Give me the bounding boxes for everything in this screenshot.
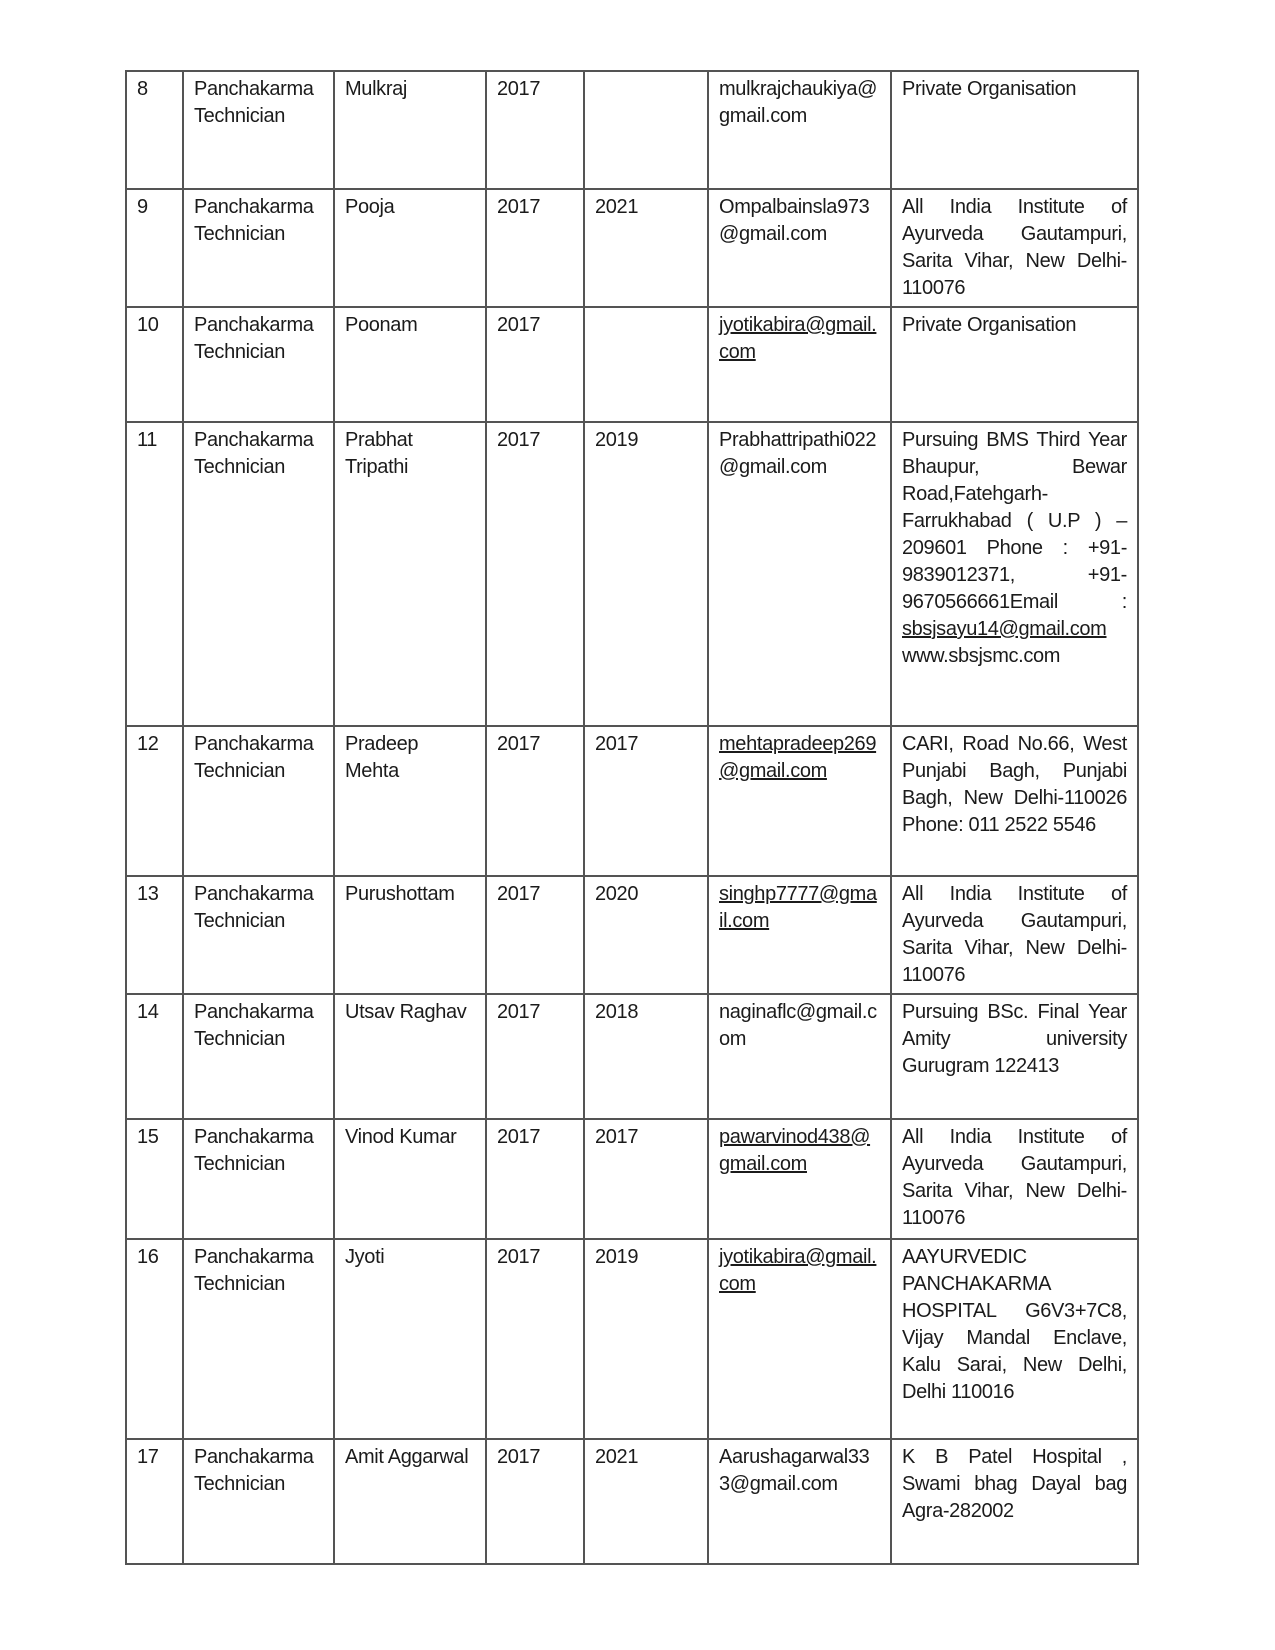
cell-year-joined: 2017 bbox=[485, 875, 585, 995]
organisation-text: K B Patel Hospital , Swami bhag Dayal ba… bbox=[902, 1446, 1127, 1522]
cell-email: mulkrajchaukiya@gmail.com bbox=[707, 70, 892, 190]
cell-year-joined: 2017 bbox=[485, 421, 585, 727]
cell-year-left: 2017 bbox=[583, 1118, 709, 1240]
cell-designation: Panchakarma Technician bbox=[182, 306, 335, 423]
organisation-text: www.sbsjsmc.com bbox=[902, 645, 1061, 667]
cell-designation: Panchakarma Technician bbox=[182, 993, 335, 1120]
cell-serial-number: 12 bbox=[125, 725, 184, 877]
cell-designation: Panchakarma Technician bbox=[182, 70, 335, 190]
cell-serial-number: 17 bbox=[125, 1438, 184, 1565]
cell-name: Mulkraj bbox=[333, 70, 487, 190]
cell-organisation: All India Institute of Ayurveda Gautampu… bbox=[890, 875, 1139, 995]
email-link[interactable]: pawarvinod438@gmail.com bbox=[719, 1126, 871, 1175]
cell-designation: Panchakarma Technician bbox=[182, 1118, 335, 1240]
table-row: 11 Panchakarma Technician Prabhat Tripat… bbox=[125, 421, 1139, 727]
cell-serial-number: 11 bbox=[125, 421, 184, 727]
cell-year-left bbox=[583, 70, 709, 190]
table-row: 10 Panchakarma Technician Poonam 2017 jy… bbox=[125, 306, 1139, 423]
cell-serial-number: 14 bbox=[125, 993, 184, 1120]
cell-name: Amit Aggarwal bbox=[333, 1438, 487, 1565]
cell-designation: Panchakarma Technician bbox=[182, 1438, 335, 1565]
panchakarma-technician-table: 8 Panchakarma Technician Mulkraj 2017 mu… bbox=[125, 70, 1139, 1565]
organisation-text: Private Organisation bbox=[902, 78, 1077, 100]
organisation-text: AAYURVEDIC PANCHAKARMA HOSPITAL G6V3+7C8… bbox=[902, 1246, 1127, 1403]
organisation-text: Pursuing BSc. Final Year Amity universit… bbox=[902, 1001, 1127, 1077]
cell-name: Utsav Raghav bbox=[333, 993, 487, 1120]
cell-designation: Panchakarma Technician bbox=[182, 725, 335, 877]
cell-organisation: K B Patel Hospital , Swami bhag Dayal ba… bbox=[890, 1438, 1139, 1565]
cell-organisation: Pursuing BMS Third Year Bhaupur, Bewar R… bbox=[890, 421, 1139, 727]
cell-name: Vinod Kumar bbox=[333, 1118, 487, 1240]
cell-name: Jyoti bbox=[333, 1238, 487, 1440]
email-link[interactable]: jyotikabira@gmail.com bbox=[719, 314, 877, 363]
cell-serial-number: 13 bbox=[125, 875, 184, 995]
cell-year-joined: 2017 bbox=[485, 993, 585, 1120]
cell-email: mehtapradeep269@gmail.com bbox=[707, 725, 892, 877]
cell-serial-number: 10 bbox=[125, 306, 184, 423]
cell-year-left: 2021 bbox=[583, 188, 709, 308]
cell-organisation: AAYURVEDIC PANCHAKARMA HOSPITAL G6V3+7C8… bbox=[890, 1238, 1139, 1440]
organisation-text: All India Institute of Ayurveda Gautampu… bbox=[902, 196, 1127, 299]
cell-name: Pooja bbox=[333, 188, 487, 308]
cell-year-joined: 2017 bbox=[485, 725, 585, 877]
cell-year-left: 2019 bbox=[583, 1238, 709, 1440]
organisation-text: All India Institute of Ayurveda Gautampu… bbox=[902, 883, 1127, 986]
table-row: 14 Panchakarma Technician Utsav Raghav 2… bbox=[125, 993, 1139, 1120]
cell-serial-number: 15 bbox=[125, 1118, 184, 1240]
cell-email: singhp7777@gmail.com bbox=[707, 875, 892, 995]
cell-email: jyotikabira@gmail.com bbox=[707, 1238, 892, 1440]
cell-serial-number: 9 bbox=[125, 188, 184, 308]
cell-year-left: 2021 bbox=[583, 1438, 709, 1565]
cell-year-joined: 2017 bbox=[485, 1438, 585, 1565]
cell-designation: Panchakarma Technician bbox=[182, 875, 335, 995]
cell-year-joined: 2017 bbox=[485, 1118, 585, 1240]
table-row: 16 Panchakarma Technician Jyoti 2017 201… bbox=[125, 1238, 1139, 1440]
email-link[interactable]: sbsjsayu14@gmail.com bbox=[902, 618, 1107, 640]
cell-email: Aarushagarwal333@gmail.com bbox=[707, 1438, 892, 1565]
cell-email: naginaflc@gmail.com bbox=[707, 993, 892, 1120]
table-row: 8 Panchakarma Technician Mulkraj 2017 mu… bbox=[125, 70, 1139, 190]
cell-serial-number: 16 bbox=[125, 1238, 184, 1440]
email-link[interactable]: jyotikabira@gmail.com bbox=[719, 1246, 877, 1295]
cell-name: Purushottam bbox=[333, 875, 487, 995]
cell-year-left: 2020 bbox=[583, 875, 709, 995]
cell-designation: Panchakarma Technician bbox=[182, 421, 335, 727]
cell-year-joined: 2017 bbox=[485, 70, 585, 190]
cell-name: Prabhat Tripathi bbox=[333, 421, 487, 727]
email-link[interactable]: mehtapradeep269@gmail.com bbox=[719, 733, 877, 782]
cell-organisation: All India Institute of Ayurveda Gautampu… bbox=[890, 1118, 1139, 1240]
cell-name: Poonam bbox=[333, 306, 487, 423]
table-row: 13 Panchakarma Technician Purushottam 20… bbox=[125, 875, 1139, 995]
cell-year-left: 2017 bbox=[583, 725, 709, 877]
cell-email: pawarvinod438@gmail.com bbox=[707, 1118, 892, 1240]
table-row: 17 Panchakarma Technician Amit Aggarwal … bbox=[125, 1438, 1139, 1565]
cell-serial-number: 8 bbox=[125, 70, 184, 190]
cell-year-joined: 2017 bbox=[485, 188, 585, 308]
table-row: 12 Panchakarma Technician Pradeep Mehta … bbox=[125, 725, 1139, 877]
organisation-text: Private Organisation bbox=[902, 314, 1077, 336]
cell-organisation: All India Institute of Ayurveda Gautampu… bbox=[890, 188, 1139, 308]
organisation-text: CARI, Road No.66, West Punjabi Bagh, Pun… bbox=[902, 733, 1127, 836]
cell-designation: Panchakarma Technician bbox=[182, 188, 335, 308]
cell-email: Ompalbainsla973@gmail.com bbox=[707, 188, 892, 308]
cell-organisation: CARI, Road No.66, West Punjabi Bagh, Pun… bbox=[890, 725, 1139, 877]
cell-name: Pradeep Mehta bbox=[333, 725, 487, 877]
cell-year-left: 2019 bbox=[583, 421, 709, 727]
cell-designation: Panchakarma Technician bbox=[182, 1238, 335, 1440]
organisation-text: All India Institute of Ayurveda Gautampu… bbox=[902, 1126, 1127, 1229]
cell-year-joined: 2017 bbox=[485, 306, 585, 423]
cell-organisation: Pursuing BSc. Final Year Amity universit… bbox=[890, 993, 1139, 1120]
cell-year-left bbox=[583, 306, 709, 423]
cell-organisation: Private Organisation bbox=[890, 70, 1139, 190]
cell-email: Prabhattripathi022@gmail.com bbox=[707, 421, 892, 727]
cell-organisation: Private Organisation bbox=[890, 306, 1139, 423]
table-row: 9 Panchakarma Technician Pooja 2017 2021… bbox=[125, 188, 1139, 308]
cell-year-joined: 2017 bbox=[485, 1238, 585, 1440]
table-row: 15 Panchakarma Technician Vinod Kumar 20… bbox=[125, 1118, 1139, 1240]
email-link[interactable]: singhp7777@gmail.com bbox=[719, 883, 877, 932]
organisation-text: Pursuing BMS Third Year Bhaupur, Bewar R… bbox=[902, 429, 1127, 613]
cell-email: jyotikabira@gmail.com bbox=[707, 306, 892, 423]
cell-year-left: 2018 bbox=[583, 993, 709, 1120]
